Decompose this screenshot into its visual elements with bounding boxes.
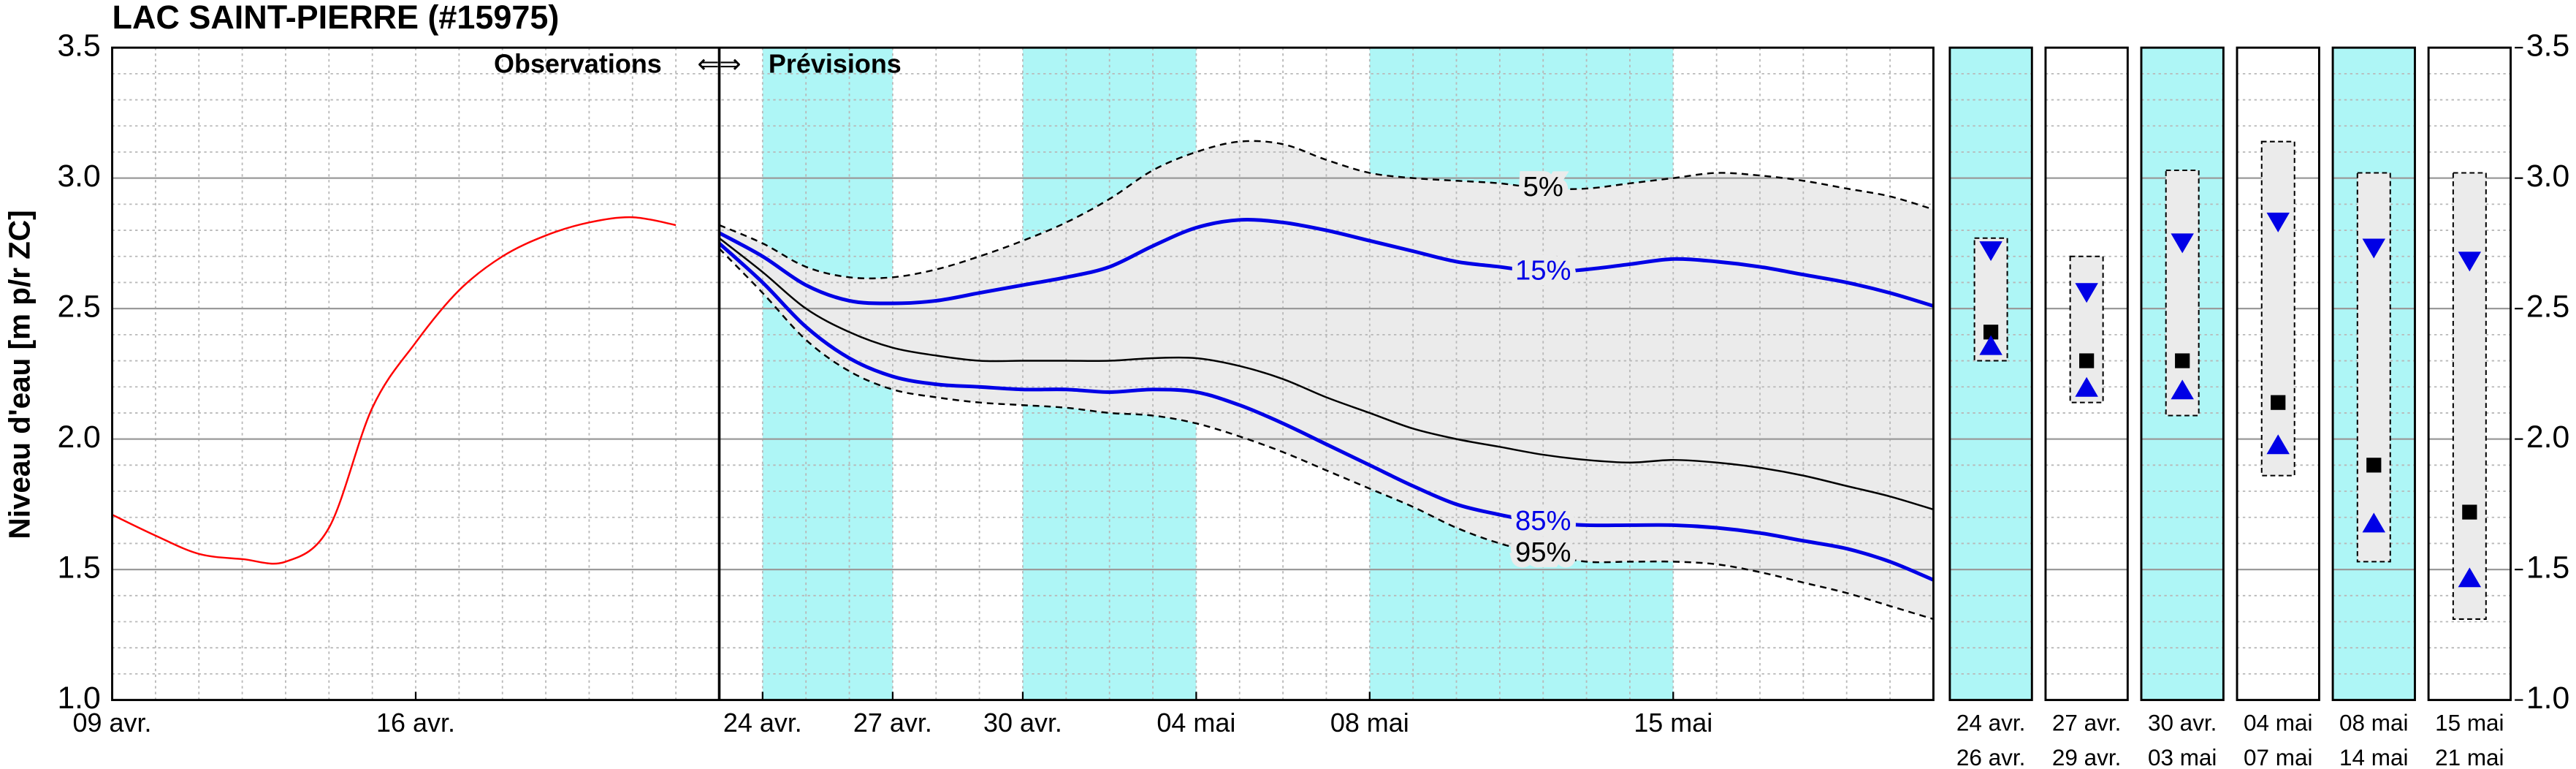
- panel-start-label: 15 mai: [2435, 711, 2504, 736]
- panel-start-label: 30 avr.: [2148, 711, 2217, 736]
- median-marker: [1983, 325, 1999, 340]
- p85-marker: [2458, 567, 2482, 588]
- y-tick-label: 3.5: [57, 28, 100, 63]
- median-marker: [2079, 353, 2095, 368]
- x-tick-label: 16 avr.: [376, 708, 455, 738]
- x-tick-label: 30 avr.: [983, 708, 1062, 738]
- series-label: 15%: [1515, 254, 1571, 286]
- panel-start-label: 27 avr.: [2052, 711, 2121, 736]
- panel-end-label: 03 mai: [2148, 745, 2217, 769]
- y-tick-label: 3.0: [57, 159, 100, 194]
- panel-end-label: 07 mai: [2244, 745, 2312, 769]
- x-tick-label: 04 mai: [1156, 708, 1235, 738]
- series-label: 95%: [1515, 537, 1571, 568]
- panel-frame: [2331, 46, 2416, 702]
- p15-marker: [2362, 238, 2386, 259]
- panel-end-label: 14 mai: [2339, 745, 2408, 769]
- p15-marker: [1979, 241, 2003, 262]
- median-marker: [2366, 458, 2382, 473]
- series-line: [718, 248, 1934, 621]
- chart-title: LAC SAINT-PIERRE (#15975): [113, 0, 560, 36]
- panel-end-label: 26 avr.: [1956, 745, 2025, 769]
- panel-end-label: 21 mai: [2435, 745, 2504, 769]
- series-label: 5%: [1523, 171, 1563, 202]
- panel-frame: [2236, 46, 2320, 702]
- plot-frame: [111, 46, 1935, 702]
- y-tick-label: 2.0: [57, 420, 100, 455]
- series-line: [717, 242, 1935, 582]
- y-tick-label: 1.5: [57, 550, 100, 585]
- y2-tick-label: 2.5: [2526, 289, 2569, 324]
- p15-marker: [2075, 283, 2098, 303]
- y2-tick-label: 3.0: [2526, 159, 2569, 194]
- x-tick-label: 24 avr.: [723, 708, 802, 738]
- series-line: [718, 237, 1934, 511]
- x-tick-label: 15 mai: [1634, 708, 1712, 738]
- range-box: [2260, 140, 2295, 477]
- p15-marker: [2266, 212, 2290, 232]
- series-line: [718, 218, 1935, 308]
- panel-frame: [2140, 46, 2225, 702]
- median-marker: [2271, 395, 2286, 410]
- y2-tick-label: 1.0: [2526, 681, 2569, 716]
- x-tick-label: 27 avr.: [853, 708, 932, 738]
- y2-tick-label: 1.5: [2526, 550, 2569, 585]
- median-marker: [2175, 353, 2190, 368]
- p15-marker: [2458, 251, 2482, 272]
- y-axis-label: Niveau d'eau [m p/r ZC]: [3, 210, 37, 539]
- annotation: Observations: [494, 48, 662, 78]
- panel-frame: [1948, 46, 2033, 702]
- p15-marker: [2171, 233, 2194, 254]
- panel-background: [1949, 48, 2032, 700]
- series-label: 85%: [1515, 505, 1571, 537]
- range-box: [2452, 172, 2487, 620]
- p85-marker: [2266, 434, 2290, 455]
- series-line: [719, 140, 1934, 280]
- panel-frame: [2044, 46, 2129, 702]
- panel-start-label: 04 mai: [2244, 711, 2312, 736]
- panel-end-label: 29 avr.: [2052, 745, 2121, 769]
- p85-marker: [2362, 512, 2386, 533]
- y-tick-label: 1.0: [57, 681, 100, 716]
- median-marker: [2462, 504, 2477, 520]
- y-tick-label: 2.5: [57, 289, 100, 324]
- y2-tick-label: 3.5: [2526, 28, 2569, 63]
- annotation: Prévisions: [769, 48, 902, 78]
- panel-start-label: 08 mai: [2339, 711, 2408, 736]
- range-box: [2165, 169, 2200, 417]
- p85-marker: [2075, 376, 2098, 397]
- y2-tick-label: 2.0: [2526, 420, 2569, 455]
- p85-marker: [1979, 335, 2003, 355]
- range-box: [2356, 172, 2391, 563]
- panel-frame: [2427, 46, 2512, 702]
- x-tick-label: 09 avr.: [73, 708, 152, 738]
- p85-marker: [2171, 379, 2194, 400]
- series-line: [111, 216, 677, 565]
- annotation: ⇐⇒: [697, 48, 741, 78]
- x-tick-label: 08 mai: [1330, 708, 1409, 738]
- panel-start-label: 24 avr.: [1956, 711, 2025, 736]
